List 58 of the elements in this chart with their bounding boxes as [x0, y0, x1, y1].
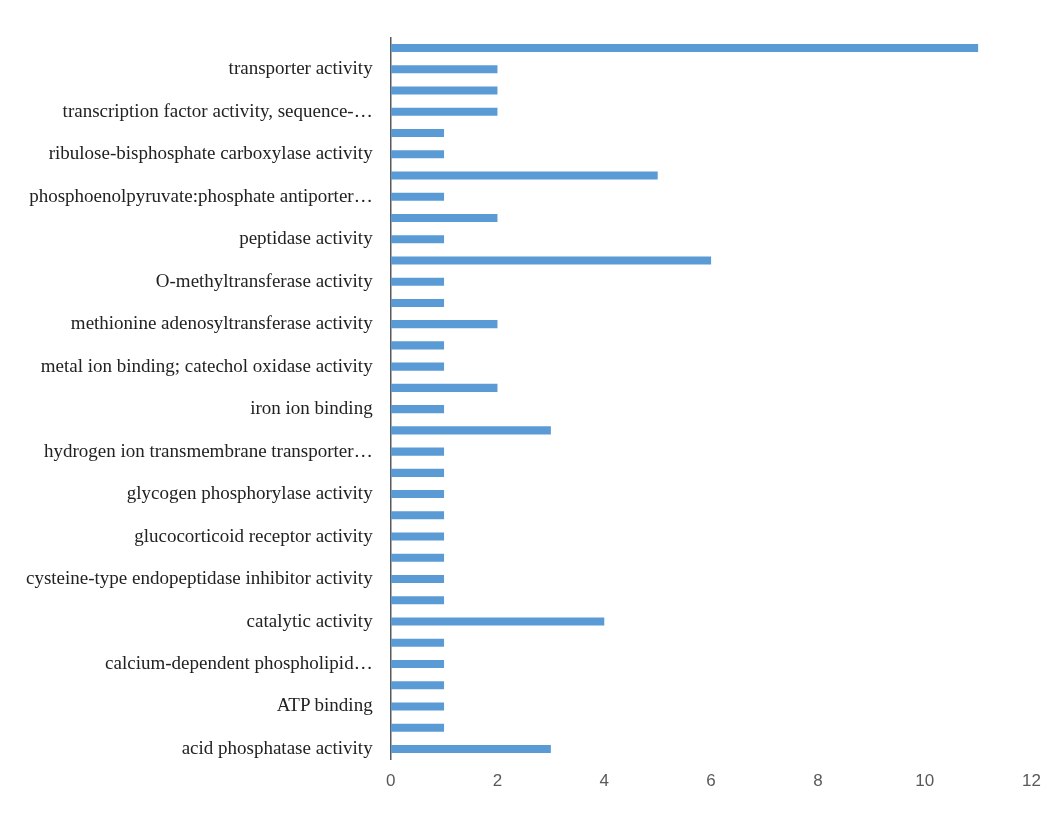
bar	[390, 277, 445, 286]
y-tick-label: cysteine-type endopeptidase inhibitor activity	[25, 567, 374, 589]
bar	[390, 362, 445, 371]
bar	[390, 744, 551, 754]
y-tick-label: iron ion binding	[250, 397, 374, 419]
x-tick-label: 10	[915, 771, 935, 791]
y-tick-label: methionine adenosyltransferase activity	[70, 312, 374, 334]
y-tick-label: phosphoenolpyruvate:phosphate antiporter…	[29, 184, 373, 206]
y-tick-label: peptidase activity	[239, 227, 374, 249]
bar	[390, 659, 445, 669]
bar	[390, 447, 445, 456]
y-tick-label: acid phosphatase activity	[181, 736, 374, 758]
bar	[390, 171, 658, 180]
bar	[390, 235, 445, 244]
x-tick-label: 2	[492, 771, 503, 791]
y-tick-label: ribulose-bisphosphate carboxylase activity	[48, 142, 374, 164]
bar	[390, 511, 445, 520]
bar	[390, 107, 498, 116]
y-tick-label: glycogen phosphorylase activity	[126, 482, 374, 504]
bar	[390, 341, 445, 350]
bar	[390, 405, 445, 414]
y-tick-label: transcription factor activity, sequence-…	[62, 99, 373, 121]
bar	[390, 426, 551, 435]
y-tick-label: catalytic activity	[246, 609, 374, 631]
bar	[390, 681, 445, 690]
bar	[390, 213, 498, 222]
bar	[390, 723, 445, 732]
bar	[390, 638, 445, 647]
bar	[390, 532, 445, 541]
bar	[390, 128, 445, 138]
y-tick-label: ATP binding	[276, 694, 374, 716]
bar	[390, 256, 712, 265]
bar	[390, 86, 498, 95]
x-tick-label: 12	[1022, 771, 1042, 791]
bar	[390, 617, 605, 626]
x-tick-label: 8	[813, 771, 823, 791]
y-tick-label: glucocorticoid receptor activity	[134, 524, 374, 546]
bar	[390, 702, 445, 711]
y-tick-label: calcium-dependent phospholipid…	[105, 652, 373, 673]
bar	[390, 65, 498, 74]
bar	[390, 468, 445, 477]
bar	[390, 298, 445, 307]
bar	[390, 553, 445, 562]
y-tick-label: transporter activity	[228, 57, 374, 79]
bar	[390, 192, 445, 201]
x-tick-label: 0	[385, 771, 396, 791]
y-tick-label: metal ion binding; catechol oxidase activity	[40, 354, 374, 376]
bar	[390, 596, 445, 605]
bar	[390, 490, 445, 499]
y-tick-label: hydrogen ion transmembrane transporter…	[43, 439, 373, 461]
x-tick-label: 6	[706, 771, 716, 791]
bar	[390, 575, 445, 584]
y-tick-label: O-methyltransferase activity	[155, 269, 374, 291]
bar	[390, 320, 498, 329]
x-tick-label: 4	[599, 771, 610, 791]
bar	[390, 150, 445, 159]
bar	[390, 43, 979, 53]
bar	[390, 383, 498, 392]
